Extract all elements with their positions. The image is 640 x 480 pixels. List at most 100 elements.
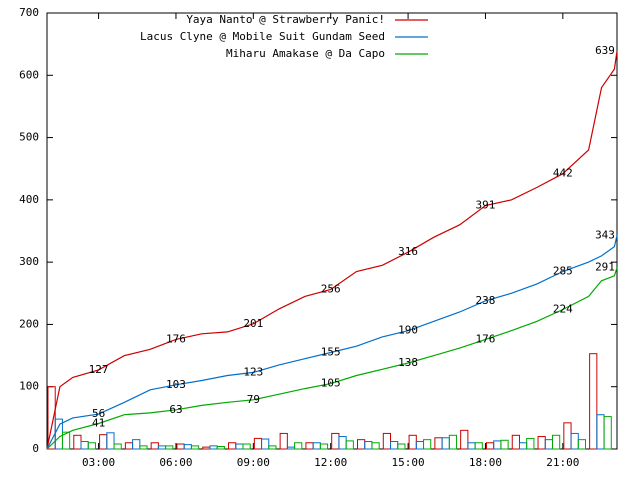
hourly-bar bbox=[364, 441, 373, 450]
hourly-bar bbox=[357, 439, 366, 450]
x-tick-label: 15:00 bbox=[392, 456, 425, 469]
series-line bbox=[46, 267, 618, 450]
hourly-bar bbox=[139, 445, 148, 450]
hourly-bar bbox=[448, 434, 458, 450]
hourly-bar bbox=[80, 441, 89, 450]
hourly-bar bbox=[493, 440, 502, 450]
hourly-bar bbox=[345, 440, 354, 450]
data-label: 291 bbox=[595, 261, 615, 274]
data-label: 176 bbox=[166, 332, 186, 345]
x-tick-label: 03:00 bbox=[82, 456, 115, 469]
data-label: 41 bbox=[92, 416, 105, 429]
data-label: 79 bbox=[247, 393, 260, 406]
hourly-bar bbox=[563, 422, 572, 450]
y-tick-label: 400 bbox=[19, 193, 39, 206]
data-label: 224 bbox=[553, 302, 573, 315]
hourly-bar bbox=[165, 445, 174, 450]
x-tick-label: 06:00 bbox=[159, 456, 192, 469]
data-label: 138 bbox=[398, 356, 418, 369]
data-label: 190 bbox=[398, 324, 418, 337]
hourly-bar bbox=[423, 439, 432, 450]
hourly-bar bbox=[570, 432, 579, 450]
y-tick-label: 500 bbox=[19, 131, 39, 144]
data-label: 343 bbox=[595, 228, 615, 241]
hourly-bar bbox=[474, 442, 483, 450]
hourly-bar bbox=[467, 442, 476, 450]
hourly-bar bbox=[106, 432, 115, 450]
series-line bbox=[46, 235, 618, 450]
hourly-bar bbox=[305, 442, 314, 450]
data-label: 285 bbox=[553, 264, 573, 277]
x-tick-label: 12:00 bbox=[314, 456, 347, 469]
data-label: 256 bbox=[321, 283, 341, 296]
data-label: 56 bbox=[92, 407, 105, 420]
hourly-bar bbox=[338, 436, 347, 450]
legend-label: Miharu Amakase @ Da Capo bbox=[226, 47, 385, 60]
y-tick-label: 100 bbox=[19, 380, 39, 393]
hourly-bar bbox=[228, 442, 237, 450]
hourly-bar bbox=[157, 445, 167, 450]
hourly-bar bbox=[577, 439, 587, 450]
hourly-bar bbox=[331, 432, 340, 450]
hourly-bar bbox=[132, 439, 141, 450]
data-label: 123 bbox=[243, 365, 263, 378]
hourly-bar bbox=[61, 431, 71, 450]
hourly-bar bbox=[390, 441, 399, 450]
hourly-bar bbox=[261, 438, 270, 450]
x-tick-label: 21:00 bbox=[546, 456, 579, 469]
data-label: 316 bbox=[398, 245, 418, 258]
hourly-bar bbox=[518, 442, 528, 450]
hourly-bar bbox=[176, 443, 185, 450]
hourly-bar bbox=[209, 445, 218, 450]
hourly-bar bbox=[397, 443, 406, 450]
hourly-bar bbox=[434, 437, 443, 450]
hourly-bar bbox=[294, 442, 303, 450]
y-tick-label: 300 bbox=[19, 255, 39, 268]
hourly-bar bbox=[190, 445, 200, 450]
hourly-bar bbox=[279, 432, 288, 450]
x-tick-label: 18:00 bbox=[469, 456, 502, 469]
hourly-bar bbox=[596, 414, 605, 450]
y-tick-label: 600 bbox=[19, 68, 39, 81]
hourly-bar bbox=[460, 429, 469, 450]
hourly-bar bbox=[371, 442, 380, 450]
hourly-bar bbox=[415, 441, 425, 450]
data-label: 155 bbox=[321, 345, 341, 358]
legend-label: Yaya Nanto @ Strawberry Panic! bbox=[186, 13, 385, 26]
data-label: 201 bbox=[243, 317, 263, 330]
hourly-bar bbox=[441, 437, 450, 450]
data-label: 391 bbox=[476, 198, 496, 211]
y-tick-label: 200 bbox=[19, 317, 39, 330]
hourly-bar bbox=[268, 445, 277, 450]
data-label: 639 bbox=[595, 44, 615, 57]
hourly-bar bbox=[113, 443, 122, 450]
y-tick-label: 700 bbox=[19, 6, 39, 19]
hourly-bar bbox=[73, 434, 82, 450]
hourly-bar bbox=[124, 442, 134, 450]
hourly-bar bbox=[87, 442, 96, 450]
hourly-bar bbox=[99, 434, 108, 450]
hourly-bar bbox=[551, 434, 561, 450]
hourly-bar bbox=[500, 439, 509, 450]
data-label: 176 bbox=[476, 332, 496, 345]
hourly-bar bbox=[150, 442, 159, 450]
hourly-bar bbox=[319, 443, 329, 450]
data-label: 442 bbox=[553, 167, 573, 180]
hourly-bar bbox=[589, 353, 598, 450]
hourly-bar bbox=[312, 442, 321, 450]
hourly-bar bbox=[235, 443, 244, 450]
hourly-bar bbox=[544, 439, 553, 450]
y-tick-label: 0 bbox=[32, 442, 39, 455]
hourly-bar bbox=[408, 434, 417, 450]
series-line bbox=[46, 50, 618, 450]
legend-label: Lacus Clyne @ Mobile Suit Gundam Seed bbox=[140, 30, 385, 43]
data-label: 105 bbox=[321, 377, 341, 390]
hourly-bar bbox=[202, 446, 211, 450]
hourly-bar bbox=[485, 442, 495, 450]
hourly-bar bbox=[382, 432, 392, 450]
hourly-bar bbox=[216, 446, 225, 450]
hourly-bar bbox=[603, 416, 612, 450]
hourly-bar bbox=[253, 437, 263, 450]
hourly-bar bbox=[286, 446, 296, 450]
data-label: 127 bbox=[89, 363, 109, 376]
